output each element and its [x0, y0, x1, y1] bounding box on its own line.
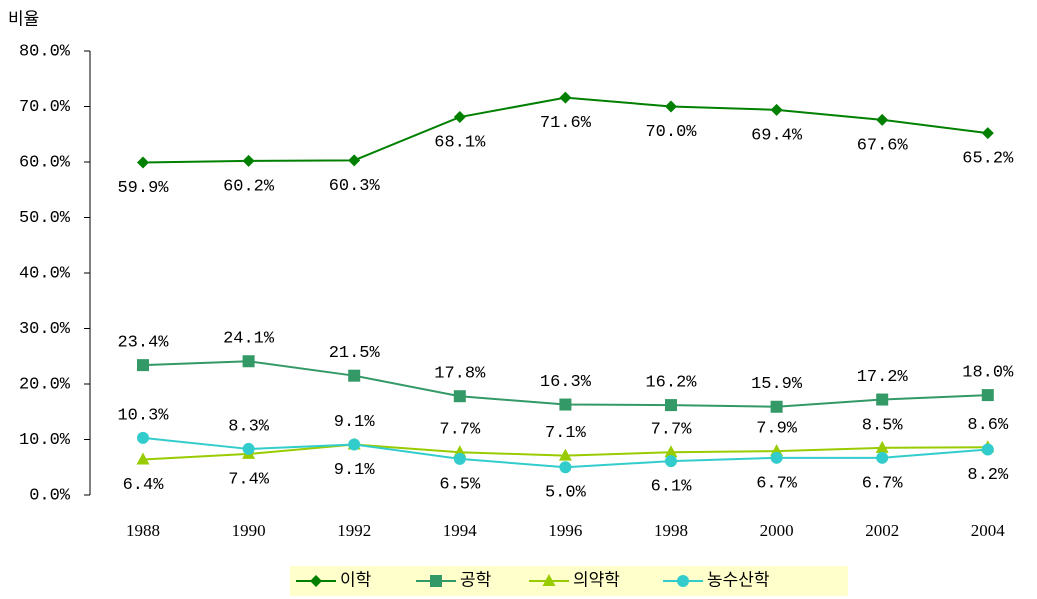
marker	[875, 440, 889, 453]
marker	[665, 399, 677, 412]
y-tick-label: 60.0%	[19, 153, 71, 172]
y-tick-label: 50.0%	[19, 209, 71, 228]
x-tick-label: 1988	[126, 521, 160, 540]
data-label: 8.5%	[862, 416, 904, 435]
data-label: 15.9%	[751, 375, 803, 394]
data-label: 24.1%	[223, 330, 275, 349]
data-label: 7.7%	[439, 421, 481, 440]
x-tick-label: 1990	[232, 521, 266, 540]
data-label: 6.7%	[862, 474, 904, 493]
data-label: 7.1%	[545, 424, 587, 443]
x-tick-label: 2004	[971, 521, 1006, 540]
x-tick-label: 2002	[865, 521, 899, 540]
y-tick-label: 20.0%	[19, 375, 71, 394]
marker	[876, 393, 889, 406]
marker	[981, 389, 994, 402]
y-tick-label: 0.0%	[29, 486, 71, 505]
x-tick-label: 1998	[654, 521, 688, 540]
data-label: 7.4%	[228, 470, 270, 489]
data-label: 18.0%	[962, 364, 1014, 383]
marker	[770, 400, 783, 413]
marker	[136, 452, 150, 465]
marker	[453, 452, 466, 465]
marker	[677, 575, 689, 587]
data-label: 67.6%	[857, 136, 909, 155]
data-label: 70.0%	[645, 123, 697, 142]
marker	[876, 113, 889, 126]
data-label: 6.1%	[651, 478, 693, 497]
marker	[876, 451, 889, 464]
marker	[348, 438, 361, 451]
marker	[242, 355, 255, 368]
marker	[137, 359, 149, 372]
data-label: 16.2%	[645, 374, 697, 393]
data-label: 10.3%	[117, 406, 169, 425]
marker	[559, 91, 572, 104]
data-label: 23.4%	[117, 334, 169, 353]
data-label: 17.2%	[857, 368, 909, 387]
marker	[665, 455, 677, 468]
marker	[242, 154, 255, 167]
data-label: 59.9%	[117, 179, 169, 198]
marker	[665, 100, 677, 113]
data-label: 7.9%	[756, 420, 798, 439]
marker	[310, 575, 322, 587]
data-label: 16.3%	[540, 373, 592, 392]
x-tick-label: 1992	[337, 521, 371, 540]
data-label: 6.4%	[123, 476, 165, 495]
legend-label: 이학	[340, 570, 372, 591]
data-label: 8.2%	[967, 466, 1009, 485]
y-tick-label: 30.0%	[19, 320, 71, 339]
legend-label: 공학	[460, 570, 492, 591]
legend-label: 의약학	[573, 570, 620, 591]
data-label: 9.1%	[334, 413, 376, 432]
data-label: 21.5%	[329, 344, 381, 363]
marker	[558, 448, 572, 461]
data-label: 65.2%	[962, 150, 1014, 169]
marker	[770, 103, 783, 116]
data-label: 60.3%	[329, 177, 381, 196]
y-tick-label: 70.0%	[19, 98, 71, 117]
legend-label: 농수산학	[707, 570, 770, 591]
marker	[542, 574, 556, 586]
data-label: 6.5%	[439, 475, 481, 494]
x-tick-label: 1996	[548, 521, 582, 540]
marker	[137, 156, 149, 169]
y-axis-label: 비율	[8, 9, 39, 30]
data-label: 5.0%	[545, 484, 587, 503]
data-label: 7.7%	[651, 421, 693, 440]
marker	[559, 461, 572, 474]
marker	[770, 451, 783, 464]
y-tick-label: 40.0%	[19, 264, 71, 283]
data-label: 60.2%	[223, 177, 275, 196]
data-label: 17.8%	[434, 365, 486, 384]
data-label: 6.7%	[756, 474, 798, 493]
marker	[348, 369, 361, 382]
data-label: 9.1%	[334, 461, 376, 480]
marker	[453, 390, 466, 403]
data-label: 69.4%	[751, 126, 803, 145]
data-label: 8.3%	[228, 417, 270, 436]
marker	[981, 443, 994, 456]
data-label: 68.1%	[434, 134, 486, 153]
data-label: 8.6%	[967, 416, 1009, 435]
y-tick-label: 10.0%	[19, 431, 71, 450]
x-tick-label: 2000	[760, 521, 794, 540]
marker	[137, 431, 149, 444]
marker	[559, 398, 572, 411]
y-tick-label: 80.0%	[19, 42, 71, 61]
x-tick-label: 1994	[443, 521, 478, 540]
marker	[981, 127, 994, 140]
marker	[242, 442, 255, 455]
marker	[348, 154, 361, 167]
data-label: 71.6%	[540, 114, 592, 133]
marker	[430, 575, 442, 587]
marker	[664, 445, 678, 458]
marker	[453, 111, 466, 124]
